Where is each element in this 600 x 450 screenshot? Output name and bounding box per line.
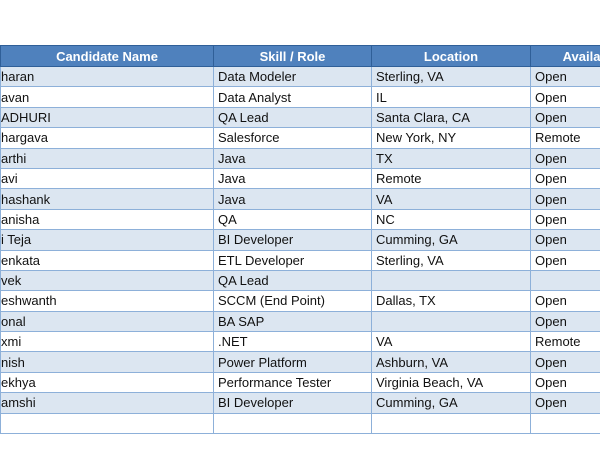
header-cell: Availab xyxy=(530,45,600,67)
table-row: vek QA Lead xyxy=(0,269,600,292)
table-row: haran Data Modeler Sterling, VA Open xyxy=(0,65,600,88)
table-cell: Open xyxy=(530,147,600,169)
blank-row xyxy=(0,412,600,435)
table-cell: Ashburn, VA xyxy=(371,351,531,373)
empty-cell xyxy=(530,269,600,292)
candidate-table: Candidate Name Skill / Role Location Availa… xyxy=(0,45,600,435)
table-cell: Open xyxy=(530,208,600,231)
table-row: nish Power Platform Ashburn, VA Open xyxy=(0,351,600,373)
table-row: enkata ETL Developer Sterling, VA Open xyxy=(0,249,600,271)
table-cell: New York, NY xyxy=(371,127,531,149)
empty-cell xyxy=(213,412,372,435)
table-cell: xmi xyxy=(0,331,214,353)
table-cell: Open xyxy=(530,188,600,210)
table-cell: ADHURI xyxy=(0,106,214,129)
table-row: hashank Java VA Open xyxy=(0,188,600,210)
table-row: ekhya Performance Tester Virginia Beach, V… xyxy=(0,371,600,394)
table-cell: i Teja xyxy=(0,229,214,251)
table-cell: Java xyxy=(213,167,372,190)
table-cell: ETL Developer xyxy=(213,249,372,271)
table-cell: Open xyxy=(530,86,600,108)
header-cell: Skill / Role xyxy=(213,45,372,67)
table-row: amshi BI Developer Cumming, GA Open xyxy=(0,392,600,414)
header-cell: Location xyxy=(371,45,531,67)
table-cell: BI Developer xyxy=(213,392,372,414)
table-row: eshwanth SCCM (End Point) Dallas, TX Open xyxy=(0,290,600,312)
table-cell: Dallas, TX xyxy=(371,290,531,312)
table-cell: Data Modeler xyxy=(213,65,372,88)
table-cell: Sterling, VA xyxy=(371,249,531,271)
table-cell: QA Lead xyxy=(213,269,372,292)
table-row: hargava Salesforce New York, NY Remote xyxy=(0,127,600,149)
table-row: i Teja BI Developer Cumming, GA Open xyxy=(0,229,600,251)
table-cell: QA xyxy=(213,208,372,231)
table-cell: nish xyxy=(0,351,214,373)
table-cell: Cumming, GA xyxy=(371,392,531,414)
table-cell: avan xyxy=(0,86,214,108)
table-cell: Performance Tester xyxy=(213,371,372,394)
empty-cell xyxy=(371,269,531,292)
table-row: onal BA SAP Open xyxy=(0,310,600,333)
table-cell: onal xyxy=(0,310,214,333)
table-cell: vek xyxy=(0,269,214,292)
table-cell: hashank xyxy=(0,188,214,210)
table-cell: TX xyxy=(371,147,531,169)
table-cell: hargava xyxy=(0,127,214,149)
table-row: ADHURI QA Lead Santa Clara, CA Open xyxy=(0,106,600,129)
header-cell: Candidate Name xyxy=(0,45,214,67)
table-row: anisha QA NC Open xyxy=(0,208,600,231)
table-cell: Java xyxy=(213,188,372,210)
table-cell: Open xyxy=(530,249,600,271)
table-cell: haran xyxy=(0,65,214,88)
table-cell: NC xyxy=(371,208,531,231)
table-cell: Sterling, VA xyxy=(371,65,531,88)
table-cell: enkata xyxy=(0,249,214,271)
table-row: arthi Java TX Open xyxy=(0,147,600,169)
empty-cell xyxy=(0,412,214,435)
table-cell: Remote xyxy=(530,331,600,353)
table-row: xmi .NET VA Remote xyxy=(0,331,600,353)
empty-cell xyxy=(530,412,600,435)
empty-cell xyxy=(371,412,531,435)
table-cell: amshi xyxy=(0,392,214,414)
table-container: Candidate Name Skill / Role Location Availa… xyxy=(0,45,600,435)
table-cell: BA SAP xyxy=(213,310,372,333)
table-cell: Virginia Beach, VA xyxy=(371,371,531,394)
table-cell: Open xyxy=(530,167,600,190)
table-cell: Power Platform xyxy=(213,351,372,373)
table-cell: Santa Clara, CA xyxy=(371,106,531,129)
table-cell: Open xyxy=(530,106,600,129)
empty-cell xyxy=(371,310,531,333)
table-cell: .NET xyxy=(213,331,372,353)
table-cell: SCCM (End Point) xyxy=(213,290,372,312)
table-row: avan Data Analyst IL Open xyxy=(0,86,600,108)
table-cell: Open xyxy=(530,371,600,394)
table-cell: Open xyxy=(530,290,600,312)
table-cell: Remote xyxy=(371,167,531,190)
table-cell: arthi xyxy=(0,147,214,169)
table-cell: Java xyxy=(213,147,372,169)
table-cell: Remote xyxy=(530,127,600,149)
table-cell: IL xyxy=(371,86,531,108)
table-cell: BI Developer xyxy=(213,229,372,251)
table-cell: VA xyxy=(371,331,531,353)
table-cell: eshwanth xyxy=(0,290,214,312)
table-row: avi Java Remote Open xyxy=(0,167,600,190)
table-cell: Open xyxy=(530,229,600,251)
table-cell: Open xyxy=(530,65,600,88)
table-cell: QA Lead xyxy=(213,106,372,129)
table-cell: Open xyxy=(530,392,600,414)
table-cell: Open xyxy=(530,310,600,333)
table-cell: anisha xyxy=(0,208,214,231)
table-cell: Cumming, GA xyxy=(371,229,531,251)
table-cell: Data Analyst xyxy=(213,86,372,108)
table-cell: ekhya xyxy=(0,371,214,394)
table-cell: Open xyxy=(530,351,600,373)
table-cell: Salesforce xyxy=(213,127,372,149)
table-cell: avi xyxy=(0,167,214,190)
table-cell: VA xyxy=(371,188,531,210)
header-row: Candidate Name Skill / Role Location Availa… xyxy=(0,45,600,67)
